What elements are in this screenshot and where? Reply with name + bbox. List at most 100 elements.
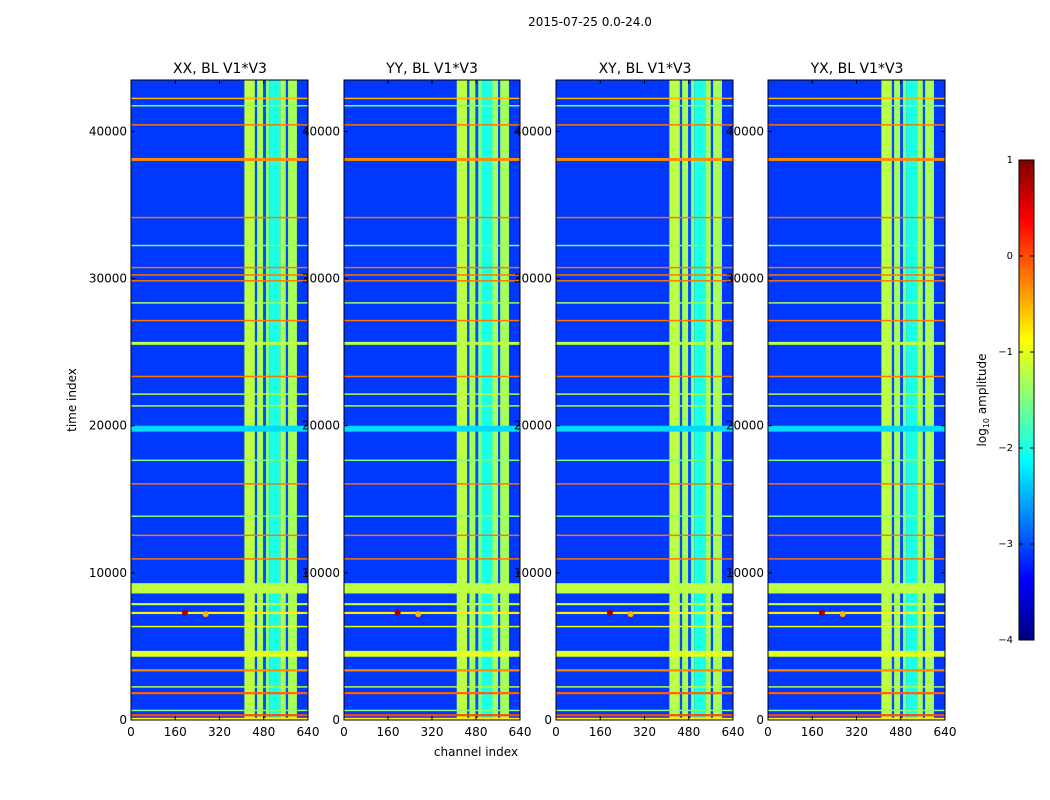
colorbar-tick-label: −4: [998, 635, 1013, 646]
x-tick-label: 640: [934, 725, 957, 739]
time-band: [556, 709, 733, 712]
y-tick-label: 20000: [726, 419, 764, 433]
channel-band: [498, 80, 501, 720]
time-band: [344, 405, 520, 407]
time-band: [131, 625, 308, 628]
time-band: [344, 692, 520, 695]
time-band: [768, 714, 945, 717]
time-band: [344, 515, 520, 517]
time-band: [344, 669, 520, 672]
heatmap-image: [556, 80, 733, 720]
channel-band: [906, 80, 918, 720]
heatmap-image: [768, 80, 945, 720]
time-band: [344, 302, 520, 304]
y-axis-ticks: 0 10000 20000 30000 40000: [514, 124, 733, 727]
colorbar-label-base: 10: [982, 418, 991, 428]
time-band: [344, 459, 520, 462]
panel-title: YY, BL V1*V3: [385, 61, 478, 77]
time-band: [131, 558, 308, 560]
y-axis-ticks: 0 10000 20000 30000 40000: [89, 124, 308, 727]
time-band: [344, 244, 520, 247]
colorbar-label: log10 amplitude: [975, 354, 991, 447]
hotspot: [606, 609, 613, 616]
time-band: [344, 319, 520, 322]
colorbar-label-amplitude: amplitude: [975, 354, 989, 418]
colorbar: 10−1−2−3−4 log10 amplitude: [975, 155, 1035, 646]
time-band: [768, 534, 945, 537]
time-band: [556, 459, 733, 462]
panel-title: XX, BL V1*V3: [173, 61, 267, 77]
time-band: [131, 266, 308, 269]
time-band: [131, 97, 308, 100]
time-band: [768, 558, 945, 560]
x-tick-label: 480: [677, 725, 700, 739]
time-band: [556, 266, 733, 269]
x-axis-label: channel index: [434, 745, 518, 759]
time-band: [131, 583, 308, 594]
hotspot: [818, 609, 825, 616]
channel-band: [500, 80, 509, 720]
time-band: [768, 157, 945, 161]
channel-band: [925, 80, 934, 720]
time-band: [768, 669, 945, 672]
y-tick-label: 30000: [726, 272, 764, 286]
x-tick-label: 320: [633, 725, 656, 739]
time-band: [344, 105, 520, 107]
time-band: [344, 558, 520, 560]
channel-band: [891, 80, 895, 720]
time-band: [344, 375, 520, 378]
time-band: [768, 341, 945, 345]
y-tick-label: 10000: [514, 566, 552, 580]
time-band: [131, 216, 308, 219]
channel-band: [285, 80, 289, 720]
time-band: [556, 583, 733, 594]
colorbar-tick-label: 0: [1007, 251, 1013, 262]
y-tick-label: 20000: [302, 419, 340, 433]
time-band: [556, 483, 733, 485]
y-tick-label: 0: [756, 713, 764, 727]
y-tick-label: 40000: [726, 124, 764, 138]
time-band: [556, 105, 733, 107]
channel-band: [705, 80, 711, 720]
time-band: [768, 611, 945, 615]
time-band: [768, 583, 945, 594]
y-tick-label: 10000: [89, 566, 127, 580]
time-band: [556, 692, 733, 695]
time-band: [131, 686, 308, 688]
channel-band: [269, 80, 281, 720]
time-band: [556, 714, 733, 717]
heatmap-image: [131, 80, 308, 720]
time-band: [556, 280, 733, 282]
time-band: [556, 603, 733, 606]
x-tick-label: 320: [208, 725, 231, 739]
time-band: [344, 483, 520, 485]
time-band: [556, 244, 733, 247]
figure-suptitle: 2015-07-25 0.0-24.0: [528, 15, 652, 29]
time-band: [768, 405, 945, 407]
time-band: [131, 483, 308, 485]
time-band: [131, 692, 308, 695]
y-tick-label: 20000: [514, 419, 552, 433]
x-tick-label: 320: [421, 725, 444, 739]
x-tick-label: 480: [252, 725, 275, 739]
time-band: [768, 692, 945, 695]
time-band: [344, 611, 520, 615]
y-tick-label: 40000: [89, 124, 127, 138]
time-band: [131, 425, 308, 432]
channel-band: [710, 80, 714, 720]
hotspot: [181, 609, 188, 616]
channel-band: [288, 80, 297, 720]
channel-band: [456, 80, 468, 720]
time-band: [344, 686, 520, 688]
channel-band: [894, 80, 901, 720]
time-band: [344, 341, 520, 345]
channel-band: [688, 80, 691, 720]
time-band: [768, 375, 945, 378]
time-band: [344, 709, 520, 712]
time-band: [768, 625, 945, 628]
time-band: [556, 611, 733, 615]
time-band: [768, 459, 945, 462]
channel-band: [254, 80, 258, 720]
colorbar-label-log: log: [975, 428, 989, 446]
